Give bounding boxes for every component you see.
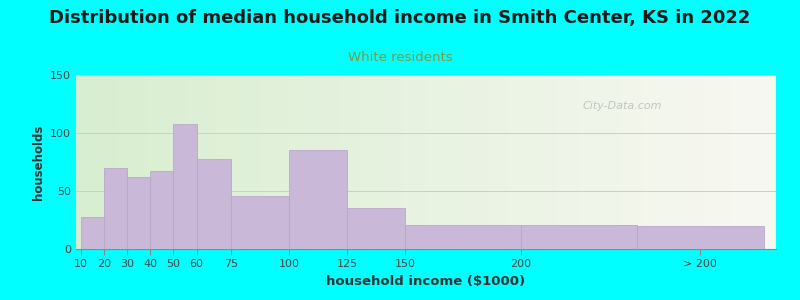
Text: White residents: White residents [348,51,452,64]
Bar [150,171,174,249]
Bar [290,150,347,249]
Bar [637,226,765,249]
X-axis label: household income ($1000): household income ($1000) [326,275,526,288]
Bar [104,168,127,249]
Bar [231,196,290,249]
Bar [174,124,197,249]
Bar [521,225,637,249]
Y-axis label: households: households [31,124,45,200]
Bar [197,158,231,249]
Bar [127,177,150,249]
Bar [347,208,405,249]
Text: Distribution of median household income in Smith Center, KS in 2022: Distribution of median household income … [50,9,750,27]
Text: City-Data.com: City-Data.com [582,101,662,111]
Bar [405,225,521,249]
Bar [81,217,104,249]
